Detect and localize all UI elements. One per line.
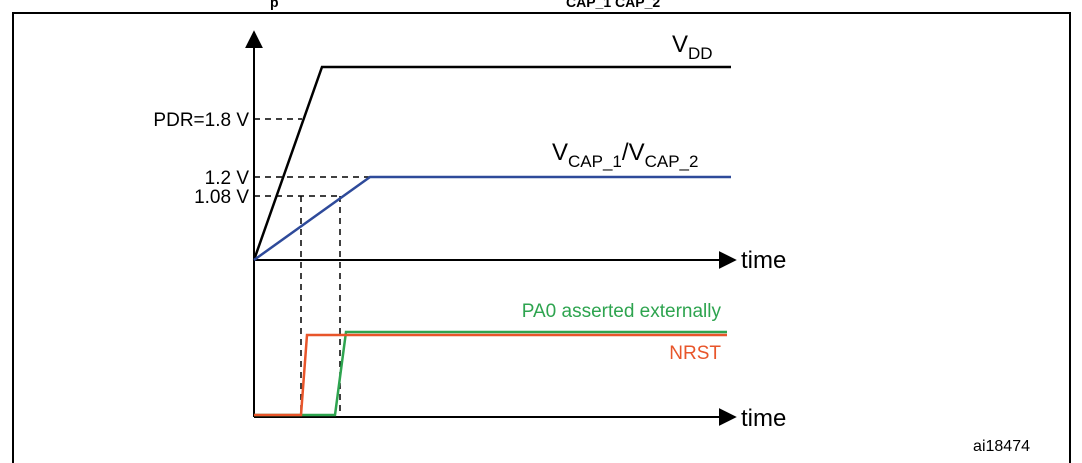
v108-level-label: 1.08 V: [194, 187, 249, 208]
vcap-waveform: [253, 175, 731, 262]
vdd-label: VDD: [672, 31, 713, 63]
nrst-label: NRST: [669, 343, 721, 364]
nrst-waveform: [254, 333, 727, 417]
pa0-label: PA0 asserted externally: [522, 301, 722, 322]
v12-level-label: 1.2 V: [205, 168, 250, 189]
figure-frame: [12, 12, 1071, 463]
reference-dashes: [254, 118, 370, 417]
time-label-top: time: [741, 247, 786, 274]
pa0-waveform: [254, 330, 727, 417]
time-label-bottom: time: [741, 405, 786, 432]
vcap-label: VCAP_1/VCAP_2: [552, 139, 698, 171]
caption-fragment: p: [270, 0, 279, 10]
figure-id: ai18474: [973, 438, 1030, 455]
vdd-waveform: [252, 65, 731, 261]
caption-subscript-fragment: CAP_1 CAP_2: [566, 0, 660, 10]
pdr-level-label: PDR=1.8 V: [153, 110, 249, 131]
